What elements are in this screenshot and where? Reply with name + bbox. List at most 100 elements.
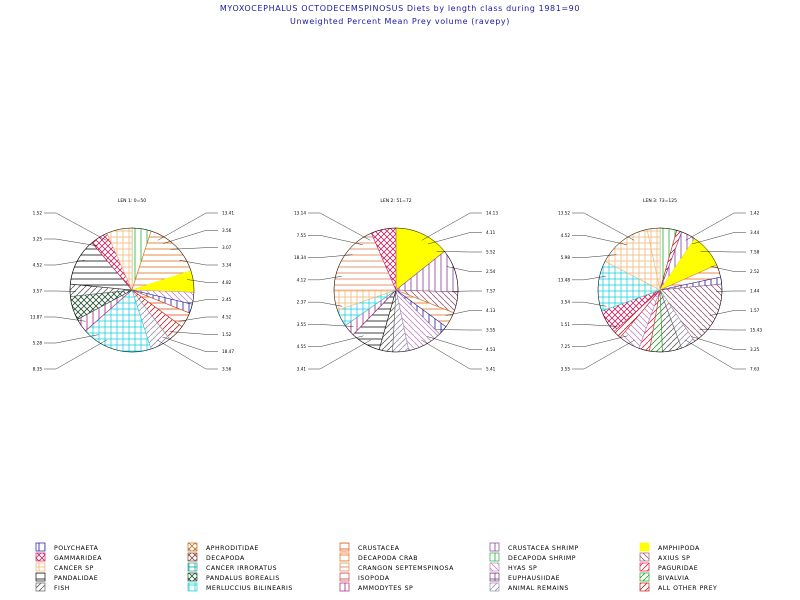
slice-value-label: 3.57 xyxy=(33,289,43,294)
leader-line xyxy=(445,310,482,316)
slice-value-label: 13.14 xyxy=(294,211,306,216)
leader-line xyxy=(446,266,482,272)
leader-line xyxy=(421,212,482,241)
legend-swatch xyxy=(35,542,46,552)
legend-item-cancer-sp: CANCER SP xyxy=(35,562,94,572)
legend-item-bivalvia: BIVALVIA xyxy=(639,572,689,582)
leader-line xyxy=(178,316,218,322)
legend-label: CRUSTACEA SHRIMP xyxy=(508,545,579,552)
legend-swatch xyxy=(187,542,198,552)
pie-chart-3: LEN 3: 73=125 13.52 4.52 5.98 13.48 3.54 1.51 7… xyxy=(558,198,762,372)
slice-value-label: 2.45 xyxy=(222,297,232,302)
legend-item-crustacea-shrimp: CRUSTACEA SHRIMP xyxy=(489,542,579,552)
legend-item-isopoda: ISOPODA xyxy=(339,572,389,582)
legend-label: AMPHIPODA xyxy=(658,545,700,552)
slice-value-label: 3.25 xyxy=(33,237,43,242)
leader-line xyxy=(308,235,364,245)
slice-value-label: 15.43 xyxy=(750,328,762,333)
leader-line xyxy=(685,339,746,370)
slice-value-label: 1.57 xyxy=(750,308,760,313)
slice-value-label: 7.58 xyxy=(750,250,760,255)
legend-swatch xyxy=(35,572,46,582)
slice-value-label: 7.57 xyxy=(486,289,496,294)
legend-item-gammaridea: GAMMARIDEA xyxy=(35,552,102,562)
leader-line xyxy=(44,212,107,241)
legend-item-pandalidae: PANDALIDAE xyxy=(35,572,98,582)
slice-value-label: 3.25 xyxy=(750,347,760,352)
legend-item-decapoda-shrimp: DECAPODA SHRIMP xyxy=(489,552,576,562)
slice-value-label: 7.25 xyxy=(561,344,571,349)
slice-value-label: 7.63 xyxy=(750,367,760,372)
slice-value-label: 4.52 xyxy=(561,233,571,238)
leader-line xyxy=(308,212,371,241)
slice-value-label: 3.55 xyxy=(297,322,307,327)
slice-value-label: 18.34 xyxy=(294,255,306,260)
leader-line xyxy=(572,324,618,327)
leader-line xyxy=(572,235,628,245)
slice-value-label: 3.56 xyxy=(222,228,232,233)
leader-line xyxy=(44,316,86,322)
slice-value-label: 3.41 xyxy=(297,367,307,372)
legend-label: POLYCHAETA xyxy=(54,545,99,552)
leader-line xyxy=(572,276,606,281)
leader-line xyxy=(691,232,746,245)
legend-label: FISH xyxy=(54,585,70,592)
leader-line xyxy=(179,260,218,266)
slice-value-label: 1.44 xyxy=(750,289,760,294)
legend-label: CANCER SP xyxy=(54,565,94,572)
slice-value-label: 4.12 xyxy=(297,277,307,282)
pie-outline xyxy=(597,227,723,353)
legend-swatch xyxy=(187,552,198,562)
leader-line xyxy=(163,230,218,244)
legend-item-all-other-prey: ALL OTHER PREY xyxy=(639,582,717,592)
legend-item-euphausiidae: EUPHAUSIIDAE xyxy=(489,572,560,582)
legend-swatch xyxy=(489,552,500,562)
pie-title: LEN 1: 0=50 xyxy=(118,198,146,204)
leader-line xyxy=(169,331,218,335)
leader-line xyxy=(44,334,99,344)
leader-line xyxy=(572,301,607,307)
legend-label: DECAPODA SHRIMP xyxy=(508,555,576,562)
legend-item-fish: FISH xyxy=(35,582,70,592)
legend: POLYCHAETA APHRODITIDAE CRUSTACEA CRUSTACEA… xyxy=(35,542,717,592)
legend-swatch xyxy=(35,552,46,562)
legend-item-paguridae: PAGURIDAE xyxy=(639,562,698,572)
slice-value-label: 2.37 xyxy=(297,300,307,305)
legend-swatch xyxy=(35,562,46,572)
leader-line xyxy=(427,232,482,245)
legend-item-cancer-irroratus: CANCER IRRORATUS xyxy=(187,562,277,572)
leader-line xyxy=(572,212,635,241)
legend-label: PAGURIDAE xyxy=(658,565,698,572)
legend-swatch xyxy=(489,572,500,582)
pie-outline xyxy=(69,227,195,353)
legend-swatch xyxy=(339,562,350,572)
legend-label: APHRODITIDAE xyxy=(206,545,259,552)
slice-value-label: 2.52 xyxy=(750,269,760,274)
legend-swatch xyxy=(339,552,350,562)
legend-label: CRUSTACEA xyxy=(358,545,400,552)
legend-item-amphipoda: AMPHIPODA xyxy=(639,542,700,552)
leader-line xyxy=(308,254,353,258)
slice-value-label: 13.52 xyxy=(558,211,570,216)
leader-line xyxy=(157,339,218,370)
legend-swatch xyxy=(187,562,198,572)
leader-line xyxy=(157,212,218,241)
slice-value-label: 3.55 xyxy=(561,367,571,372)
slice-value-label: 13.41 xyxy=(222,211,234,216)
slice-value-label: 5.28 xyxy=(33,341,43,346)
leader-line xyxy=(170,247,218,250)
leader-line xyxy=(308,339,371,370)
slice-value-label: 4.13 xyxy=(486,308,496,313)
legend-swatch xyxy=(187,582,198,592)
legend-label: EUPHAUSIIDAE xyxy=(508,575,560,582)
leader-line xyxy=(44,238,98,247)
leader-line xyxy=(436,251,482,253)
legend-label: CANCER IRRORATUS xyxy=(206,565,277,572)
legend-item-crustacea: CRUSTACEA xyxy=(339,542,400,552)
leader-line xyxy=(572,335,628,347)
leader-line xyxy=(308,324,354,327)
legend-label: CRANGON SEPTEMSPINOSA xyxy=(358,565,454,572)
legend-label: ANIMAL REMAINS xyxy=(508,585,569,592)
slice-value-label: 5.41 xyxy=(486,367,496,372)
